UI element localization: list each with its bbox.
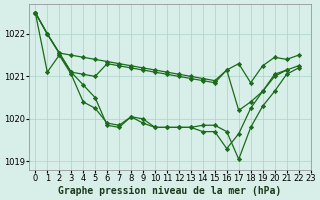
X-axis label: Graphe pression niveau de la mer (hPa): Graphe pression niveau de la mer (hPa) [58, 186, 282, 196]
